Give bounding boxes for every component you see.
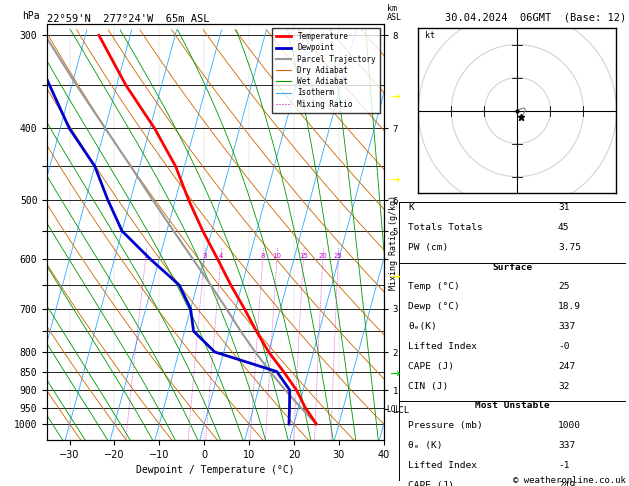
Text: 1000: 1000	[558, 421, 581, 430]
Text: 10: 10	[272, 253, 281, 259]
Legend: Temperature, Dewpoint, Parcel Trajectory, Dry Adiabat, Wet Adiabat, Isotherm, Mi: Temperature, Dewpoint, Parcel Trajectory…	[272, 28, 380, 112]
Text: 32: 32	[558, 382, 569, 391]
Text: CAPE (J): CAPE (J)	[408, 362, 455, 371]
Text: Most Unstable: Most Unstable	[476, 401, 550, 411]
Text: K: K	[408, 203, 415, 212]
Text: 4: 4	[219, 253, 223, 259]
Text: 337: 337	[558, 322, 575, 331]
Text: Totals Totals: Totals Totals	[408, 223, 483, 232]
Text: 22°59'N  277°24'W  65m ASL: 22°59'N 277°24'W 65m ASL	[47, 14, 209, 23]
Text: Lifted Index: Lifted Index	[408, 461, 477, 470]
Text: 1: 1	[143, 253, 148, 259]
Text: Surface: Surface	[493, 262, 533, 272]
Text: →: →	[390, 91, 400, 104]
Text: © weatheronline.co.uk: © weatheronline.co.uk	[513, 475, 626, 485]
Text: Mixing Ratio (g/kg): Mixing Ratio (g/kg)	[389, 195, 398, 291]
Text: θₑ (K): θₑ (K)	[408, 441, 443, 450]
Text: 337: 337	[558, 441, 575, 450]
Text: LCL: LCL	[386, 405, 400, 414]
Text: 25: 25	[558, 282, 569, 292]
Text: CIN (J): CIN (J)	[408, 382, 448, 391]
Text: 247: 247	[558, 362, 575, 371]
Text: CAPE (J): CAPE (J)	[408, 481, 455, 486]
Text: Pressure (mb): Pressure (mb)	[408, 421, 483, 430]
Text: 25: 25	[334, 253, 343, 259]
Text: Lifted Index: Lifted Index	[408, 342, 477, 351]
Text: →: →	[390, 271, 400, 283]
Text: -0: -0	[558, 342, 569, 351]
Text: 3: 3	[202, 253, 207, 259]
Text: hPa: hPa	[22, 11, 40, 21]
Text: θₑ(K): θₑ(K)	[408, 322, 437, 331]
Text: 249: 249	[558, 481, 575, 486]
X-axis label: Dewpoint / Temperature (°C): Dewpoint / Temperature (°C)	[136, 465, 295, 475]
Text: 3.75: 3.75	[558, 243, 581, 252]
Text: 20: 20	[318, 253, 327, 259]
Text: 18.9: 18.9	[558, 302, 581, 312]
Text: →: →	[390, 174, 400, 186]
Text: 8: 8	[260, 253, 265, 259]
Text: km
ASL: km ASL	[387, 3, 402, 22]
Text: -1: -1	[558, 461, 569, 470]
Text: PW (cm): PW (cm)	[408, 243, 448, 252]
Text: 45: 45	[558, 223, 569, 232]
Text: 15: 15	[299, 253, 308, 259]
Text: Temp (°C): Temp (°C)	[408, 282, 460, 292]
Text: 30.04.2024  06GMT  (Base: 12): 30.04.2024 06GMT (Base: 12)	[445, 12, 626, 22]
Text: →: →	[390, 368, 400, 381]
Text: 31: 31	[558, 203, 569, 212]
Text: kt: kt	[425, 31, 435, 40]
Text: Dewp (°C): Dewp (°C)	[408, 302, 460, 312]
